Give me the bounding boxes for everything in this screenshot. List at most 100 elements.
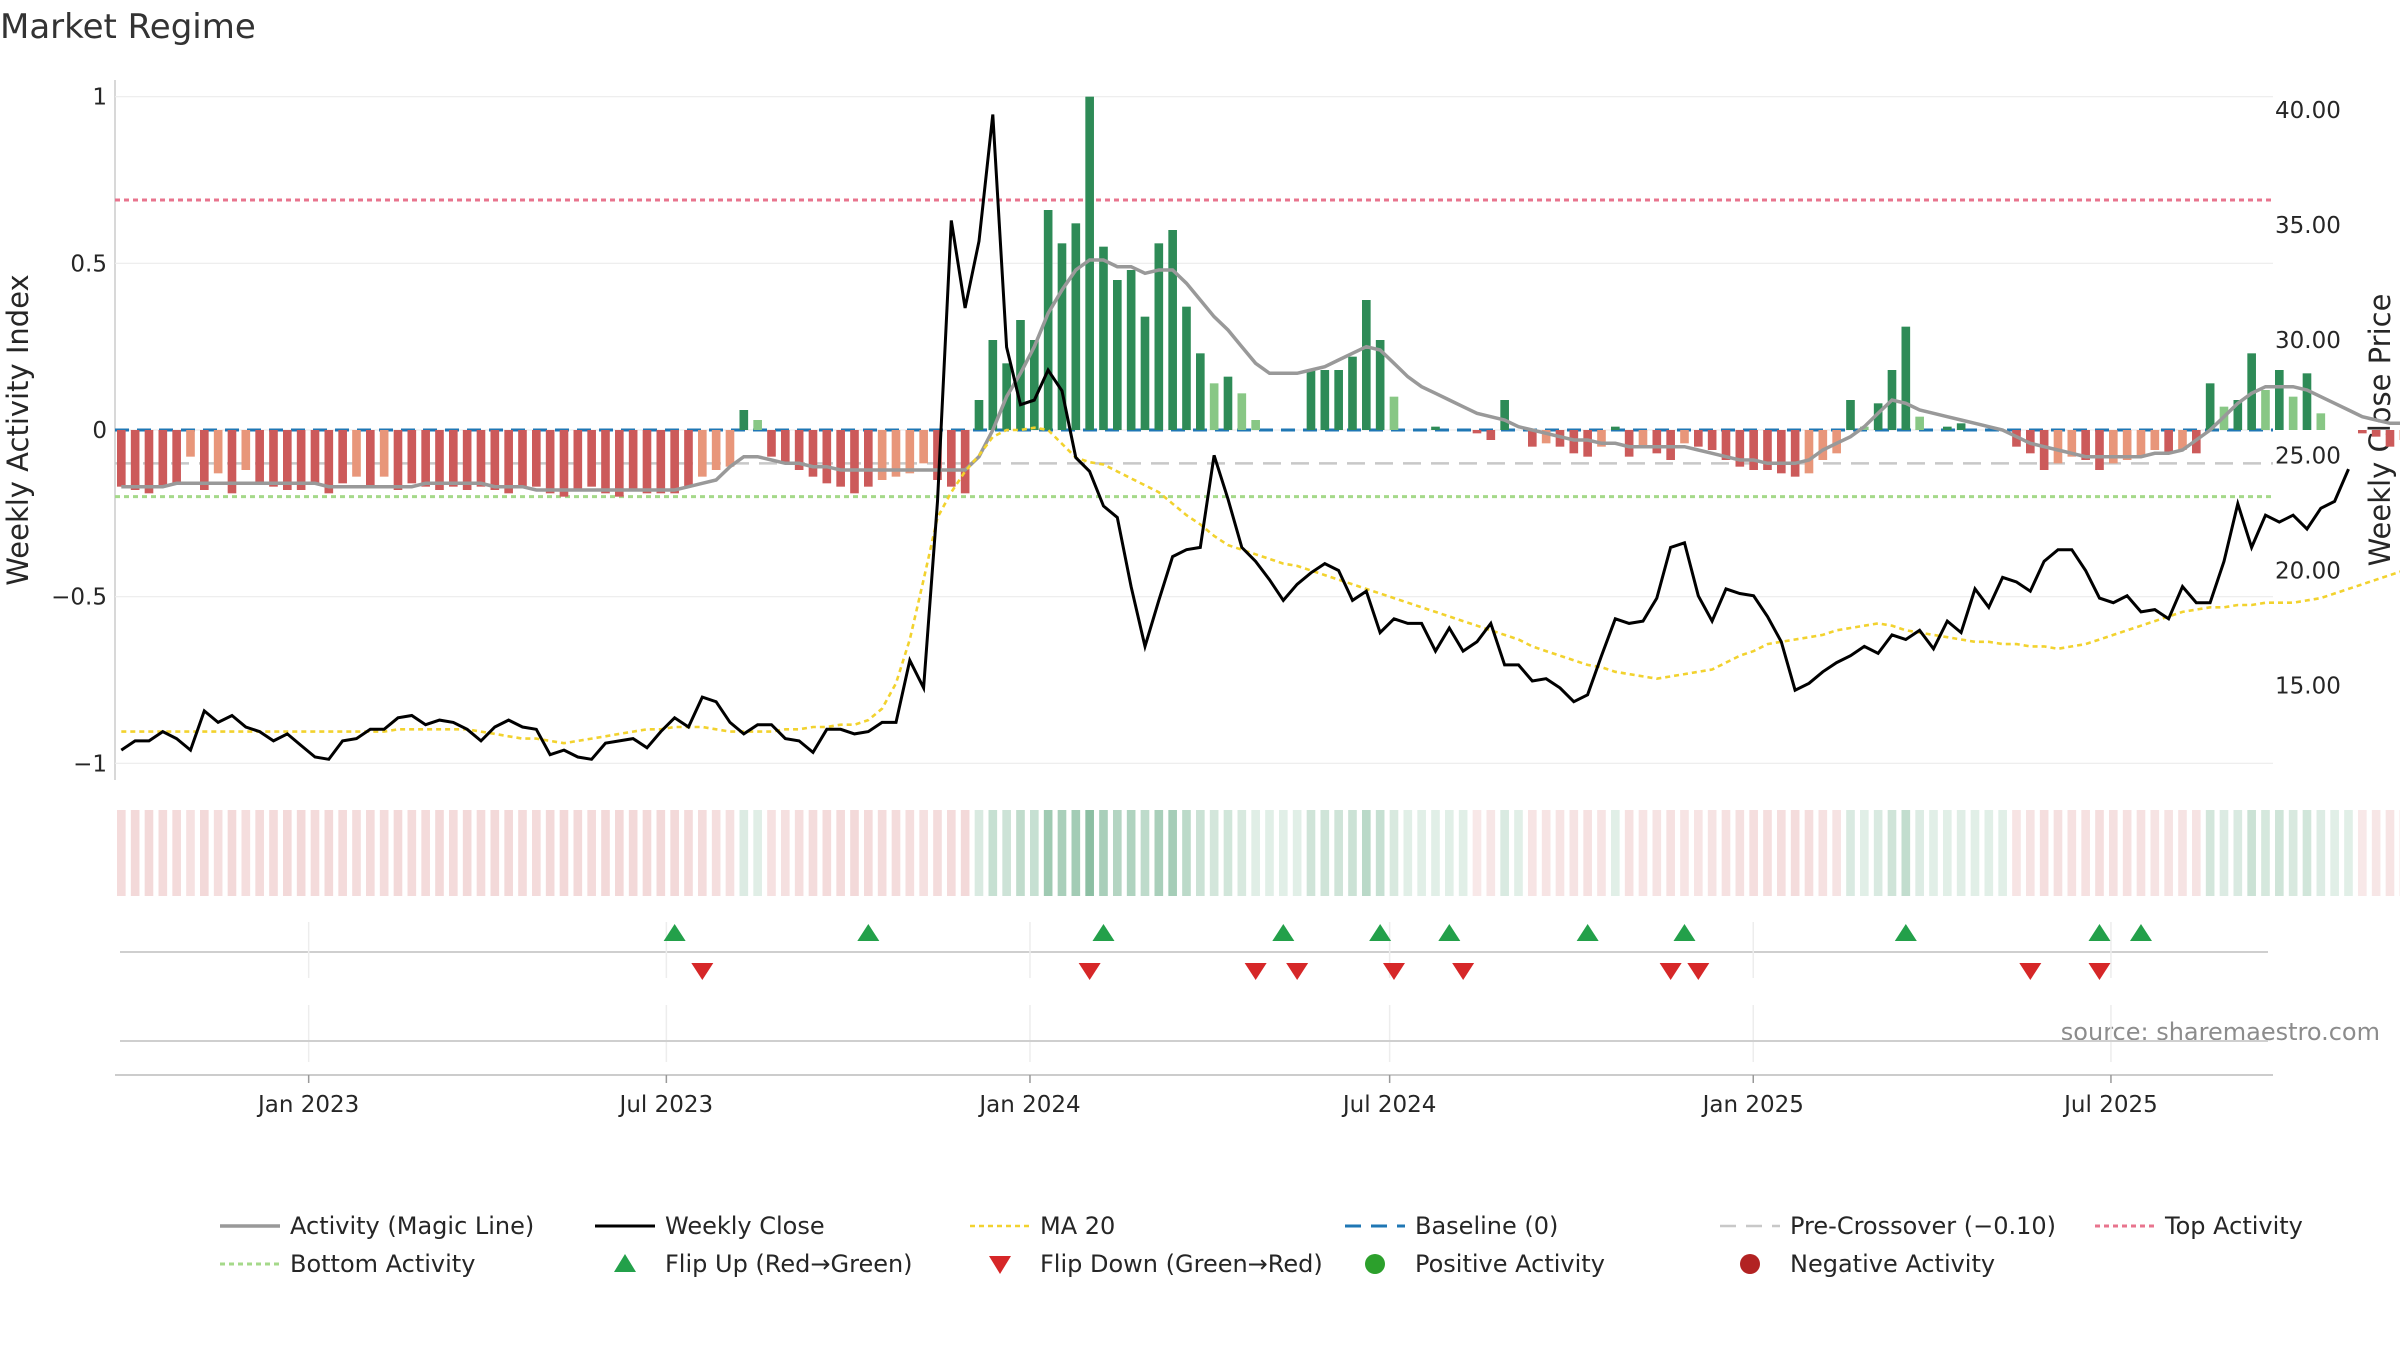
regime-cell xyxy=(1390,810,1399,896)
regime-cell xyxy=(1998,810,2007,896)
activity-bar xyxy=(463,430,472,490)
regime-cell xyxy=(546,810,555,896)
flip-down-marker xyxy=(2019,963,2041,980)
regime-cell xyxy=(2068,810,2077,896)
regime-cell xyxy=(1860,810,1869,896)
regime-cell xyxy=(698,810,707,896)
activity-bar xyxy=(1487,430,1496,440)
regime-cell xyxy=(1902,810,1911,896)
regime-cell xyxy=(1915,810,1924,896)
regime-cell xyxy=(878,810,887,896)
regime-cell xyxy=(574,810,583,896)
regime-cell xyxy=(615,810,624,896)
activity-bar xyxy=(2275,370,2284,430)
activity-bar xyxy=(850,430,859,493)
regime-cell xyxy=(228,810,237,896)
regime-cell xyxy=(477,810,486,896)
regime-cell xyxy=(1002,810,1011,896)
x-tick-label: Jul 2023 xyxy=(618,1092,714,1118)
regime-cell xyxy=(366,810,375,896)
flip-down-marker xyxy=(1452,963,1474,980)
right-tick-label: 25.00 xyxy=(2275,443,2341,469)
legend-item-top: Top Activity xyxy=(2095,1212,2303,1240)
regime-cell xyxy=(2054,810,2063,896)
regime-cell xyxy=(2358,810,2367,896)
legend-label: Negative Activity xyxy=(1790,1250,1995,1278)
activity-bar xyxy=(906,430,915,473)
flip-up-marker xyxy=(1369,924,1391,941)
regime-cell xyxy=(1141,810,1150,896)
regime-cell xyxy=(1929,810,1938,896)
regime-cell xyxy=(1072,810,1081,896)
regime-cell xyxy=(504,810,513,896)
flip-up-marker xyxy=(1577,924,1599,941)
regime-cell xyxy=(919,810,928,896)
activity-bar xyxy=(1390,397,1399,430)
activity-bar xyxy=(1777,430,1786,473)
activity-bar xyxy=(1902,327,1911,430)
activity-bar xyxy=(601,430,610,493)
activity-bar xyxy=(532,430,541,487)
flip-up-marker xyxy=(1895,924,1917,941)
regime-cell xyxy=(2123,810,2132,896)
regime-cell xyxy=(1500,810,1509,896)
regime-cell xyxy=(1016,810,1025,896)
activity-bar xyxy=(1099,247,1108,430)
activity-bar xyxy=(131,430,140,490)
regime-cell xyxy=(394,810,403,896)
activity-bar xyxy=(2040,430,2049,470)
regime-cell xyxy=(1265,810,1274,896)
flip-up-marker xyxy=(1272,924,1294,941)
regime-cell xyxy=(850,810,859,896)
activity-bar xyxy=(145,430,154,493)
activity-bar xyxy=(1251,420,1260,430)
regime-cell xyxy=(1832,810,1841,896)
flip-down-marker xyxy=(1245,963,1267,980)
regime-cell xyxy=(601,810,610,896)
legend-item-flipdown: Flip Down (Green→Red) xyxy=(989,1250,1323,1278)
activity-bar xyxy=(1321,370,1330,430)
legend-label: Bottom Activity xyxy=(290,1250,475,1278)
regime-cell xyxy=(726,810,735,896)
activity-bar xyxy=(1182,307,1191,430)
legend-swatch xyxy=(1365,1254,1385,1274)
left-tick-label: 0 xyxy=(92,418,107,444)
regime-cell xyxy=(297,810,306,896)
regime-cell xyxy=(961,810,970,896)
regime-cell xyxy=(352,810,361,896)
chart-title: Market Regime xyxy=(0,7,256,47)
regime-cell xyxy=(1224,810,1233,896)
regime-cell xyxy=(491,810,500,896)
regime-cell xyxy=(1445,810,1454,896)
flip-up-marker xyxy=(1092,924,1114,941)
regime-strip xyxy=(117,810,2400,896)
regime-cell xyxy=(1542,810,1551,896)
regime-cell xyxy=(947,810,956,896)
activity-bar xyxy=(823,430,832,483)
activity-bar xyxy=(311,430,320,483)
flip-down-marker xyxy=(1660,963,1682,980)
right-tick-label: 35.00 xyxy=(2275,213,2341,239)
regime-cell xyxy=(1431,810,1440,896)
activity-bar xyxy=(864,430,873,487)
flip-up-marker xyxy=(1673,924,1695,941)
regime-cell xyxy=(214,810,223,896)
regime-cell xyxy=(421,810,430,896)
activity-bar xyxy=(629,430,638,490)
regime-cell xyxy=(1570,810,1579,896)
activity-bar xyxy=(504,430,513,493)
right-tick-label: 20.00 xyxy=(2275,558,2341,584)
x-tick-label: Jul 2024 xyxy=(1341,1092,1437,1118)
activity-bar xyxy=(698,430,707,477)
regime-cell xyxy=(380,810,389,896)
activity-bar xyxy=(2303,373,2312,430)
activity-bar xyxy=(2164,430,2173,453)
regime-cell xyxy=(200,810,209,896)
activity-bar xyxy=(615,430,624,497)
regime-cell xyxy=(2234,810,2243,896)
activity-bar xyxy=(1168,230,1177,430)
activity-bar xyxy=(338,430,347,483)
activity-bar xyxy=(352,430,361,477)
